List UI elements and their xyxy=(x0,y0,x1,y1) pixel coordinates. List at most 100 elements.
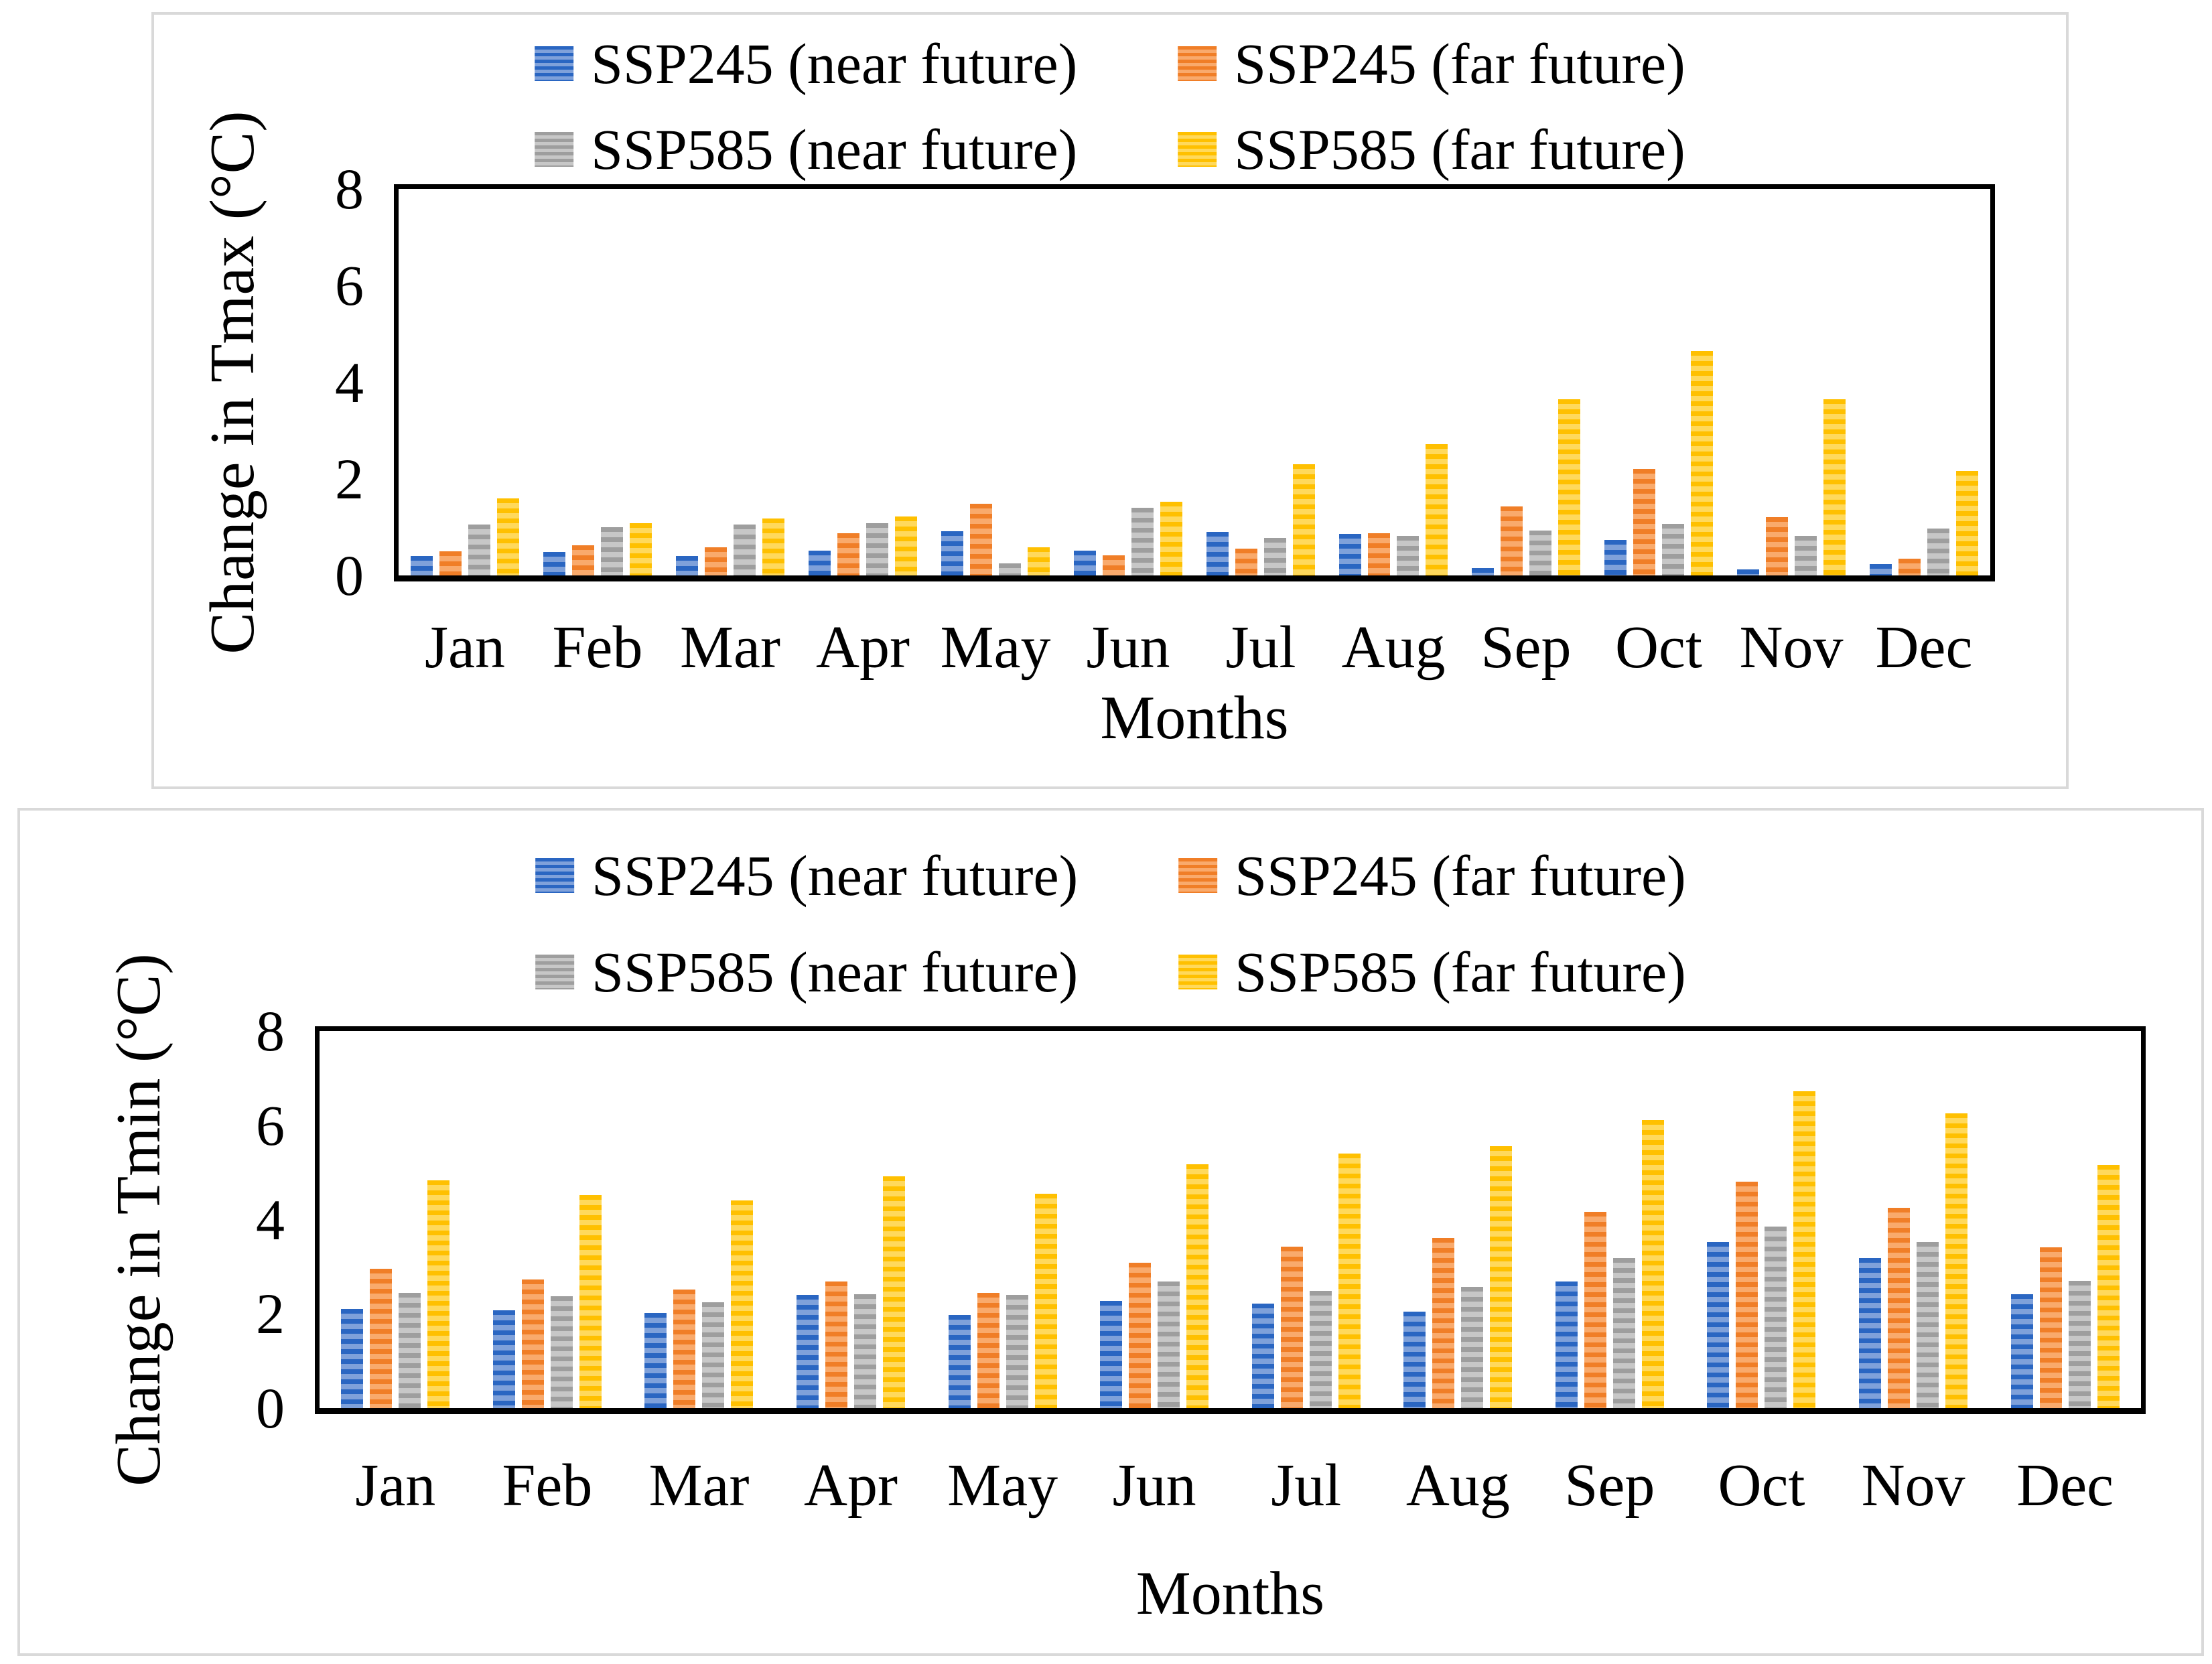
legend-label: SSP585 (far future) xyxy=(1234,117,1685,182)
bar-ssp245-far-aug xyxy=(1432,1237,1455,1408)
y-tick-label-6: 6 xyxy=(335,253,364,318)
legend-label: SSP245 (near future) xyxy=(592,843,1079,908)
bar-ssp245-near-sep xyxy=(1555,1281,1578,1408)
bar-ssp585-near-feb xyxy=(601,527,623,575)
bar-ssp245-far-apr xyxy=(825,1281,848,1408)
y-tick-label-2: 2 xyxy=(335,446,364,511)
bar-group-dec xyxy=(1989,1031,2141,1408)
bar-ssp245-near-feb xyxy=(492,1310,515,1408)
bar-ssp245-near-nov xyxy=(1737,569,1759,575)
bar-ssp585-near-oct xyxy=(1662,523,1684,575)
bar-ssp245-far-nov xyxy=(1888,1207,1911,1408)
bar-group-jul xyxy=(1230,1031,1382,1408)
bar-ssp585-near-sep xyxy=(1612,1258,1635,1408)
bar-ssp585-near-feb xyxy=(550,1296,573,1408)
bar-ssp585-far-aug xyxy=(1490,1146,1513,1408)
x-tick-label-feb: Feb xyxy=(502,1452,593,1519)
tmax-chart-panel: SSP245 (near future) SSP245 (far future) S… xyxy=(151,12,2069,789)
bar-ssp585-far-oct xyxy=(1793,1091,1816,1408)
bar-ssp585-far-mar xyxy=(731,1200,754,1408)
legend-item-ssp245-far: SSP245 (far future) xyxy=(1178,33,1685,94)
ssp585-near-striped-swatch-icon xyxy=(535,955,575,990)
bar-ssp245-far-oct xyxy=(1736,1181,1758,1408)
bar-ssp245-far-sep xyxy=(1501,506,1523,575)
y-tick-label-8: 8 xyxy=(335,157,364,221)
bar-ssp245-far-jun xyxy=(1103,555,1125,575)
bar-ssp585-far-jun xyxy=(1186,1164,1209,1408)
bar-ssp585-far-jun xyxy=(1160,502,1182,575)
ssp585-far-striped-swatch-icon xyxy=(1178,955,1218,990)
bar-ssp585-near-nov xyxy=(1917,1241,1939,1408)
ssp245-near-striped-swatch-icon xyxy=(535,858,575,894)
bar-ssp245-near-jan xyxy=(341,1309,364,1408)
x-axis-ticks: Jan Feb Mar Apr May Jun Jul Aug Sep Oct Nov Dec xyxy=(320,1452,2141,1519)
x-tick-label-oct: Oct xyxy=(1718,1452,1805,1519)
legend: SSP245 (near future) SSP245 (far future) S… xyxy=(535,33,1685,180)
bar-ssp245-far-jan xyxy=(370,1269,393,1408)
x-tick-label-nov: Nov xyxy=(1861,1452,1965,1519)
bar-ssp245-far-jul xyxy=(1280,1247,1303,1408)
bar-group-apr xyxy=(775,1031,927,1408)
bar-ssp245-far-mar xyxy=(705,547,727,575)
bar-group-jun xyxy=(1062,189,1194,575)
legend-item-ssp585-far: SSP585 (far future) xyxy=(1178,119,1685,180)
bar-group-may xyxy=(926,1031,1079,1408)
bar-ssp245-near-apr xyxy=(797,1295,819,1408)
bar-ssp585-near-apr xyxy=(866,523,888,575)
bar-ssp245-far-mar xyxy=(673,1290,696,1408)
ssp585-near-striped-swatch-icon xyxy=(535,132,574,167)
bar-ssp245-far-oct xyxy=(1633,469,1655,575)
bar-group-aug xyxy=(1382,1031,1534,1408)
legend: SSP245 (near future) SSP245 (far future) S… xyxy=(535,845,1686,1003)
x-tick-label-apr: Apr xyxy=(816,614,910,681)
bar-ssp585-far-aug xyxy=(1426,443,1448,575)
bar-ssp245-far-may xyxy=(970,504,992,575)
ssp245-far-striped-swatch-icon xyxy=(1178,858,1218,894)
x-tick-label-dec: Dec xyxy=(1875,614,1973,681)
x-axis-title: Months xyxy=(1100,683,1289,752)
bar-ssp585-far-jul xyxy=(1338,1153,1361,1408)
bar-group-dec xyxy=(1858,189,1990,575)
x-tick-label-jan: Jan xyxy=(425,614,505,681)
legend-label: SSP585 (far future) xyxy=(1235,940,1686,1005)
bar-ssp245-near-may xyxy=(948,1314,971,1408)
bar-group-mar xyxy=(664,189,797,575)
x-tick-label-feb: Feb xyxy=(552,614,643,681)
tmin-plot-area: Change in Tmin (°C) 0 2 4 6 8 Jan Feb Mar Apr Ma… xyxy=(104,953,2146,1627)
legend-item-ssp585-far: SSP585 (far future) xyxy=(1178,940,1686,1005)
ssp585-far-striped-swatch-icon xyxy=(1178,132,1217,167)
x-tick-label-dec: Dec xyxy=(2016,1452,2114,1519)
bar-ssp585-far-sep xyxy=(1558,399,1580,575)
bar-ssp245-far-dec xyxy=(2039,1247,2062,1408)
legend-label: SSP585 (near future) xyxy=(591,117,1078,182)
x-tick-label-nov: Nov xyxy=(1739,614,1844,681)
bar-ssp245-far-dec xyxy=(1898,558,1921,575)
legend-label: SSP245 (far future) xyxy=(1234,31,1685,96)
bar-ssp585-near-mar xyxy=(702,1302,725,1408)
bar-group-aug xyxy=(1327,189,1460,575)
bar-ssp245-near-may xyxy=(941,531,963,575)
bar-series-container xyxy=(399,189,1990,575)
bar-ssp245-near-dec xyxy=(2010,1294,2033,1408)
x-tick-label-jan: Jan xyxy=(355,1452,436,1519)
x-tick-label-mar: Mar xyxy=(680,614,780,681)
bar-ssp585-near-jun xyxy=(1131,508,1154,575)
bar-group-feb xyxy=(472,1031,624,1408)
bar-ssp585-near-mar xyxy=(734,525,756,575)
bar-ssp245-near-jul xyxy=(1206,532,1229,575)
x-tick-label-sep: Sep xyxy=(1480,614,1572,681)
bar-ssp245-far-apr xyxy=(837,533,859,575)
bar-ssp245-near-aug xyxy=(1339,533,1361,575)
x-tick-label-may: May xyxy=(940,614,1051,681)
bar-ssp245-far-jul xyxy=(1235,549,1257,575)
x-tick-label-sep: Sep xyxy=(1564,1452,1655,1519)
x-tick-label-may: May xyxy=(947,1452,1058,1519)
y-tick-label-4: 4 xyxy=(335,350,364,415)
legend-item-ssp245-near: SSP245 (near future) xyxy=(535,33,1077,94)
bar-ssp245-far-aug xyxy=(1368,533,1390,575)
y-tick-label-0: 0 xyxy=(256,1376,285,1440)
bar-ssp245-near-jun xyxy=(1100,1300,1123,1408)
x-tick-label-jul: Jul xyxy=(1271,1452,1342,1519)
bar-ssp585-near-oct xyxy=(1765,1227,1787,1408)
